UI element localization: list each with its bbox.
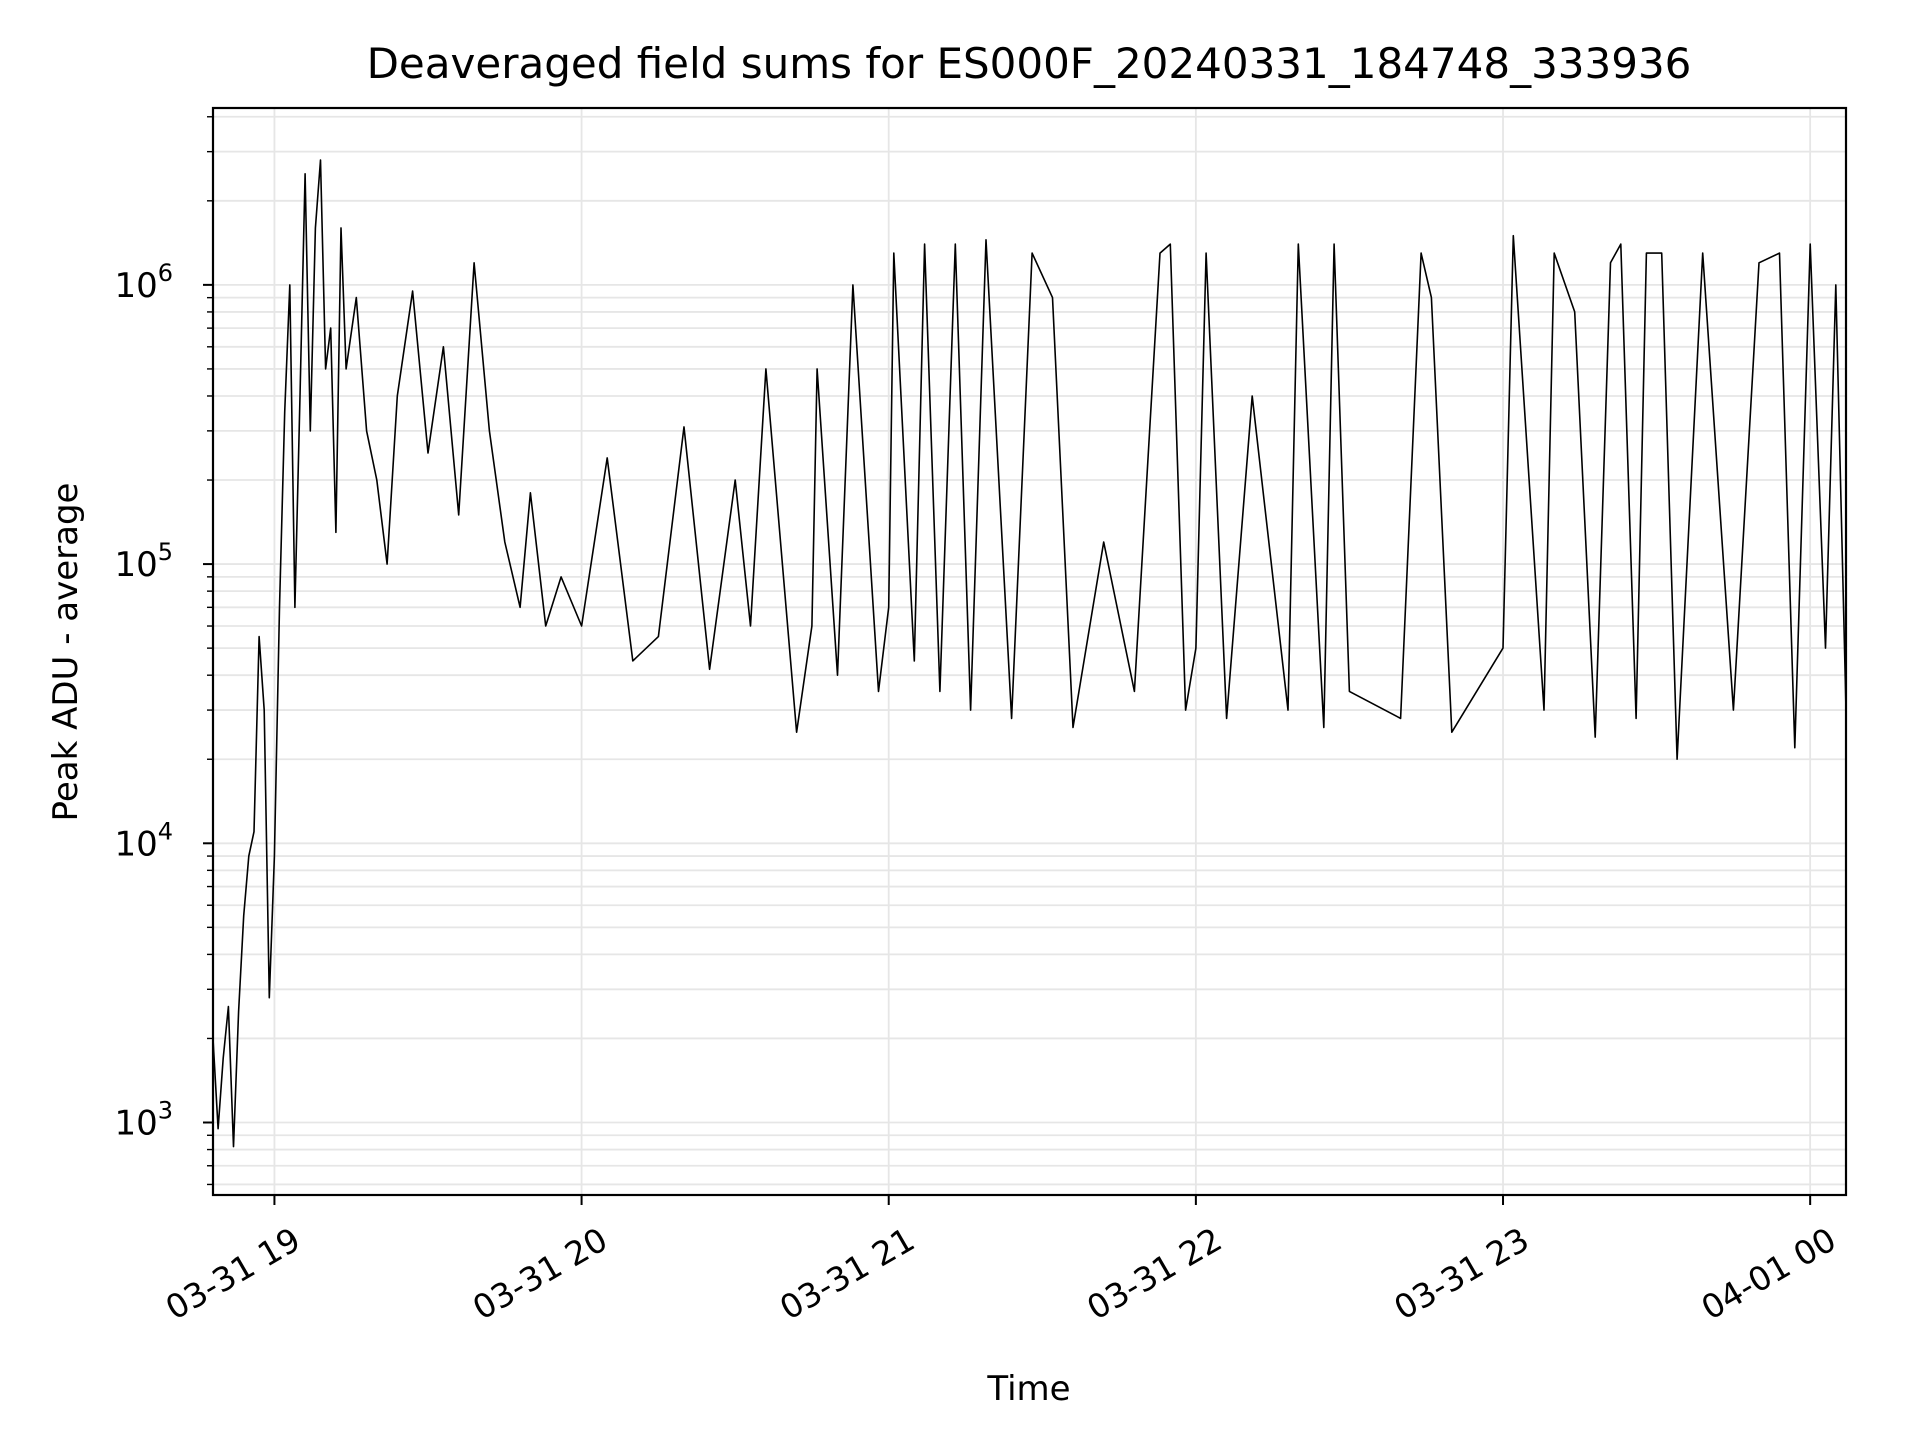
x-axis-label: Time: [986, 1369, 1070, 1409]
y-axis-label: Peak ADU - average: [46, 483, 86, 822]
y-tick-label: 104: [114, 817, 173, 864]
y-tick-label: 105: [114, 538, 173, 585]
series-line: [212, 159, 1847, 1148]
plot-area-frame: [211, 106, 1848, 1197]
y-tick-label: 106: [114, 259, 173, 306]
grid-lines: [213, 108, 1846, 1195]
chart-title: Deaveraged field sums for ES000F_2024033…: [367, 39, 1692, 88]
y-tick-label: 103: [114, 1097, 173, 1144]
